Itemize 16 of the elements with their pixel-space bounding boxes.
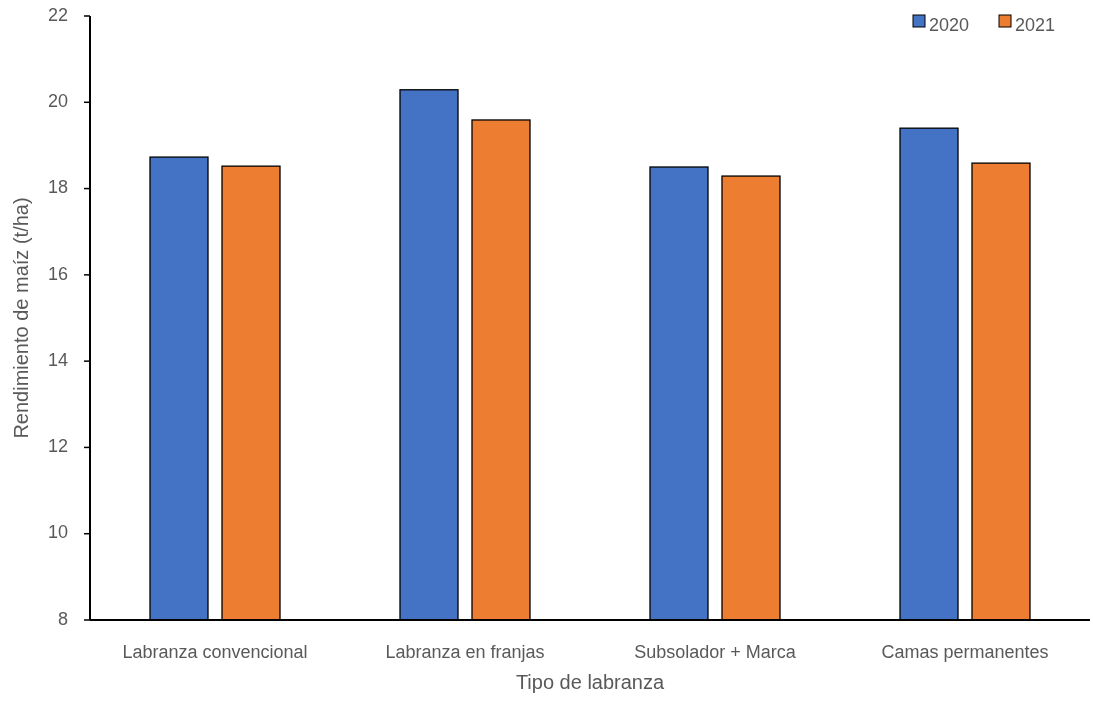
x-tick-label: Labranza convencional <box>122 641 308 662</box>
y-tick-label: 20 <box>47 91 68 112</box>
y-tick-label: 14 <box>47 349 68 370</box>
y-tick-label: 10 <box>47 522 68 543</box>
y-tick-label: 18 <box>47 177 68 198</box>
y-tick-label: 16 <box>47 263 68 284</box>
x-tick-label: Camas permanentes <box>881 641 1049 662</box>
x-tick-label: Labranza en franjas <box>385 641 545 662</box>
y-tick-label: 8 <box>57 608 68 629</box>
x-tick-label: Subsolador + Marca <box>634 641 797 662</box>
y-axis-title: Rendimiento de maíz (t/ha) <box>10 197 32 439</box>
legend-label: 2020 <box>929 14 970 35</box>
x-axis-title: Tipo de labranza <box>515 671 665 693</box>
legend-label: 2021 <box>1015 14 1056 35</box>
y-tick-label: 12 <box>47 436 68 457</box>
y-tick-label: 22 <box>47 4 68 25</box>
